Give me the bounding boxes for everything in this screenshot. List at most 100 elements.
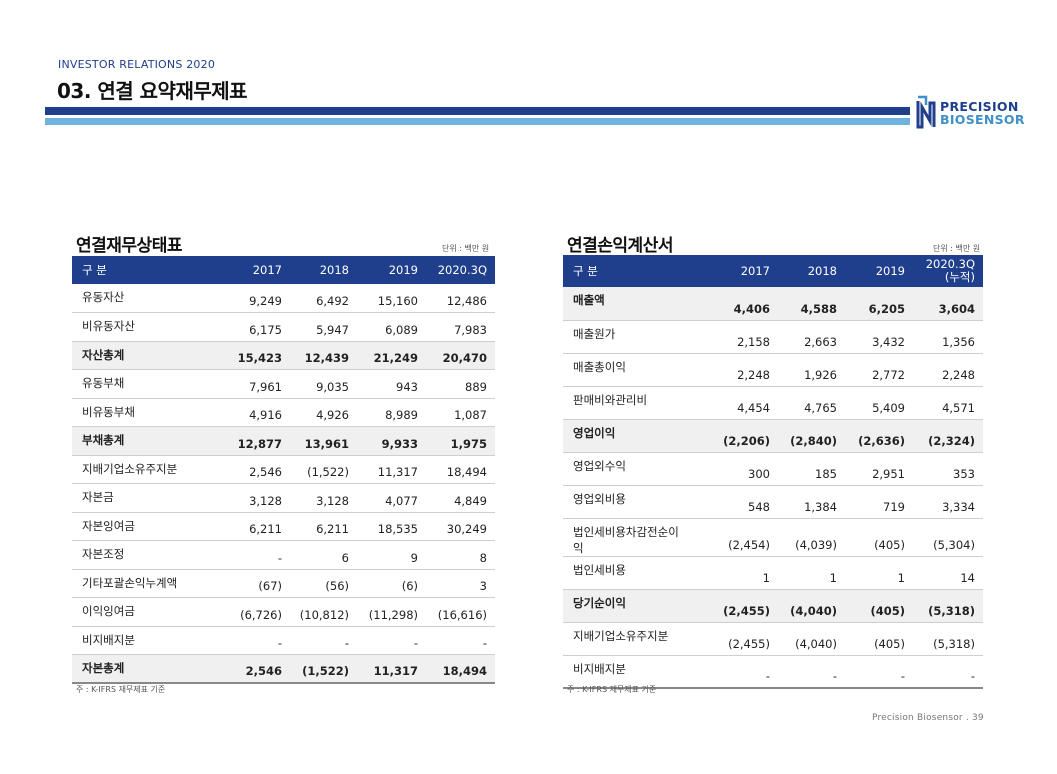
table-cell: 3,128 xyxy=(205,483,290,513)
income-statement-title: 연결손익계산서 xyxy=(567,236,673,256)
row-label: 비유동부채 xyxy=(72,398,205,427)
table-cell: (2,636) xyxy=(845,419,913,453)
table-cell: 5,409 xyxy=(845,386,913,420)
table-cell: 548 xyxy=(696,485,778,519)
table-row: 비지배지분 - - - - xyxy=(72,626,495,655)
table-row: 비유동자산 6,175 5,947 6,089 7,983 xyxy=(72,312,495,342)
table-cell: 3,128 xyxy=(290,483,357,513)
table-cell: (4,040) xyxy=(778,622,845,656)
table-cell: - xyxy=(357,626,426,655)
table-cell: 18,494 xyxy=(426,654,495,684)
header-bar-dark xyxy=(45,107,910,115)
table-cell: (2,324) xyxy=(913,419,983,453)
table-row: 매출원가 2,158 2,663 3,432 1,356 xyxy=(563,320,983,354)
table-cell: 12,439 xyxy=(290,341,357,370)
table-cell: (405) xyxy=(845,589,913,623)
balance-sheet-unit: 단위 : 백만 원 xyxy=(442,244,490,253)
balance-sheet-note: 주 : K-IFRS 재무제표 기준 xyxy=(76,685,166,694)
table-cell: 9,035 xyxy=(290,369,357,399)
table-cell: 3 xyxy=(426,569,495,598)
table-cell: - xyxy=(913,655,983,689)
table-row: 유동부채 7,961 9,035 943 889 xyxy=(72,369,495,399)
row-label: 영업외비용 xyxy=(563,485,696,519)
table-row: 유동자산 9,249 6,492 15,160 12,486 xyxy=(72,284,495,313)
table-cell: (2,455) xyxy=(696,589,778,623)
row-label: 이익잉여금 xyxy=(72,597,205,627)
column-header: 2018 xyxy=(778,255,845,287)
table-cell: (11,298) xyxy=(357,597,426,627)
logo-text-line1: PRECISION xyxy=(940,99,1019,114)
table-cell: - xyxy=(290,626,357,655)
table-cell: (56) xyxy=(290,569,357,598)
table-cell: 4,454 xyxy=(696,386,778,420)
row-label: 자본잉여금 xyxy=(72,512,205,541)
table-cell: 889 xyxy=(426,369,495,399)
table-cell: (2,840) xyxy=(778,419,845,453)
table-cell: - xyxy=(205,626,290,655)
table-row: 기타포괄손익누계액 (67) (56) (6) 3 xyxy=(72,569,495,598)
table-cell: (10,812) xyxy=(290,597,357,627)
table-cell: (405) xyxy=(845,518,913,557)
table-row: 지배기업소유주지분 2,546 (1,522) 11,317 18,494 xyxy=(72,455,495,484)
table-cell: 3,334 xyxy=(913,485,983,519)
table-cell: 11,317 xyxy=(357,654,426,684)
column-header: 2017 xyxy=(696,255,778,287)
row-label: 비지배지분 xyxy=(563,655,696,689)
table-cell: 1 xyxy=(845,556,913,590)
row-label: 부채총계 xyxy=(72,426,205,456)
page-footer: Precision Biosensor . 39 xyxy=(872,713,984,723)
table-cell: 20,470 xyxy=(426,341,495,370)
table-row: 법인세비용 1 1 1 14 xyxy=(563,556,983,590)
table-cell: 18,494 xyxy=(426,455,495,484)
table-cell: 6,175 xyxy=(205,312,290,342)
table-cell: - xyxy=(845,655,913,689)
table-cell: 6,211 xyxy=(205,512,290,541)
row-label: 판매비와관리비 xyxy=(563,386,696,420)
table-cell: (16,616) xyxy=(426,597,495,627)
row-label: 매출액 xyxy=(563,287,696,321)
table-row: 법인세비용차감전순이익 (2,454) (4,039) (405) (5,304) xyxy=(563,518,983,557)
row-label: 자산총계 xyxy=(72,341,205,370)
table-cell: 15,423 xyxy=(205,341,290,370)
table-cell: 2,951 xyxy=(845,452,913,486)
column-header: 2019 xyxy=(357,256,426,284)
table-cell: 1 xyxy=(696,556,778,590)
table-cell: 2,248 xyxy=(696,353,778,387)
row-label: 비지배지분 xyxy=(72,626,205,655)
table-cell: 2,546 xyxy=(205,455,290,484)
row-label: 자본총계 xyxy=(72,654,205,684)
table-cell: 9 xyxy=(357,540,426,570)
table-cell: - xyxy=(696,655,778,689)
row-label: 당기순이익 xyxy=(563,589,696,623)
table-cell: 2,248 xyxy=(913,353,983,387)
row-label: 유동자산 xyxy=(72,284,205,313)
row-label: 비유동자산 xyxy=(72,312,205,342)
row-label: 매출원가 xyxy=(563,320,696,354)
income-statement-note: 주 : K-IFRS 재무제표 기준 xyxy=(567,685,657,694)
table-row: 자본금 3,128 3,128 4,077 4,849 xyxy=(72,483,495,513)
table-cell: 1,356 xyxy=(913,320,983,354)
table-cell: 943 xyxy=(357,369,426,399)
table-cell: 13,961 xyxy=(290,426,357,456)
income-statement-unit: 단위 : 백만 원 xyxy=(933,244,981,253)
table-cell: 4,571 xyxy=(913,386,983,420)
table-cell: 1,975 xyxy=(426,426,495,456)
table-cell: 3,432 xyxy=(845,320,913,354)
table-cell: 4,765 xyxy=(778,386,845,420)
table-cell: 14 xyxy=(913,556,983,590)
table-cell: 18,535 xyxy=(357,512,426,541)
column-header: 2020.3Q (누적) xyxy=(913,255,983,287)
column-header: 2017 xyxy=(205,256,290,284)
column-header: 2019 xyxy=(845,255,913,287)
table-cell: (405) xyxy=(845,622,913,656)
table-row: 영업외비용 548 1,384 719 3,334 xyxy=(563,485,983,519)
table-cell: 12,486 xyxy=(426,284,495,313)
table-cell: 1 xyxy=(778,556,845,590)
table-cell: 2,772 xyxy=(845,353,913,387)
table-cell: 6,211 xyxy=(290,512,357,541)
row-label: 법인세비용 xyxy=(563,556,696,590)
company-logo: PRECISION BIOSENSOR xyxy=(916,93,1026,131)
table-cell: (1,522) xyxy=(290,455,357,484)
row-label: 지배기업소유주지분 xyxy=(72,455,205,484)
table-cell: 7,983 xyxy=(426,312,495,342)
